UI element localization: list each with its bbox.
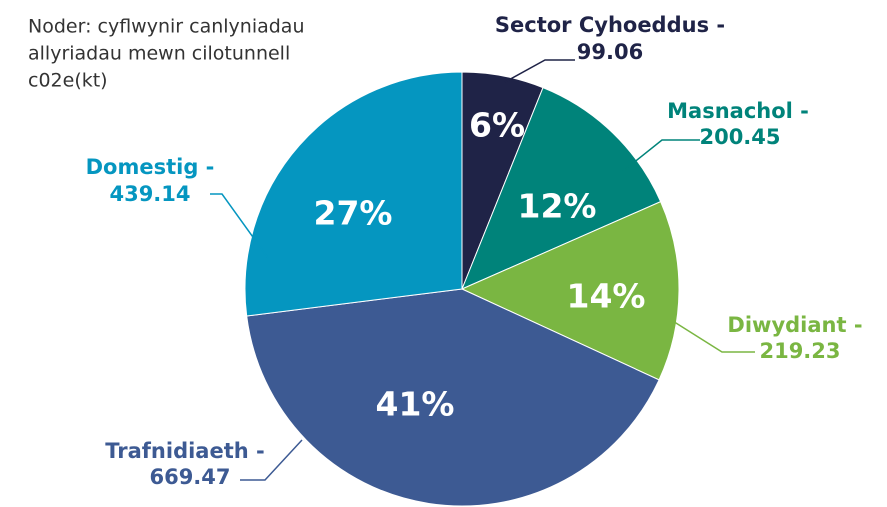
- note-line: Noder: cyflwynir canlyniadau: [28, 16, 304, 38]
- leader-line: [210, 193, 269, 259]
- pie-slice: [244, 71, 463, 317]
- value-label: 99.06: [577, 40, 643, 64]
- leader-line: [240, 439, 303, 481]
- pie-slice: [246, 288, 660, 507]
- pie-slice: [460, 200, 680, 381]
- category-label: Domestig -: [86, 155, 215, 179]
- pie-slice: [461, 87, 662, 290]
- note-line: c02e(kt): [28, 70, 108, 92]
- leader-line: [667, 317, 755, 353]
- note-line: allyriadau mewn cilotunnell: [28, 43, 290, 65]
- percent-label: 12%: [518, 187, 597, 226]
- percent-label: 41%: [376, 385, 455, 424]
- category-label: Masnachol -: [667, 99, 809, 123]
- category-label: Sector Cyhoeddus -: [495, 13, 725, 37]
- value-label: 439.14: [109, 182, 190, 206]
- value-label: 219.23: [759, 339, 840, 363]
- value-label: 669.47: [149, 465, 230, 489]
- leader-line: [621, 139, 700, 173]
- percent-label: 27%: [314, 194, 393, 233]
- percent-label: 6%: [469, 106, 525, 145]
- value-label: 200.45: [699, 125, 780, 149]
- percent-label: 14%: [567, 277, 646, 316]
- leader-line: [504, 59, 575, 83]
- category-label: Trafnidiaeth -: [105, 439, 265, 463]
- category-label: Diwydiant -: [727, 313, 862, 337]
